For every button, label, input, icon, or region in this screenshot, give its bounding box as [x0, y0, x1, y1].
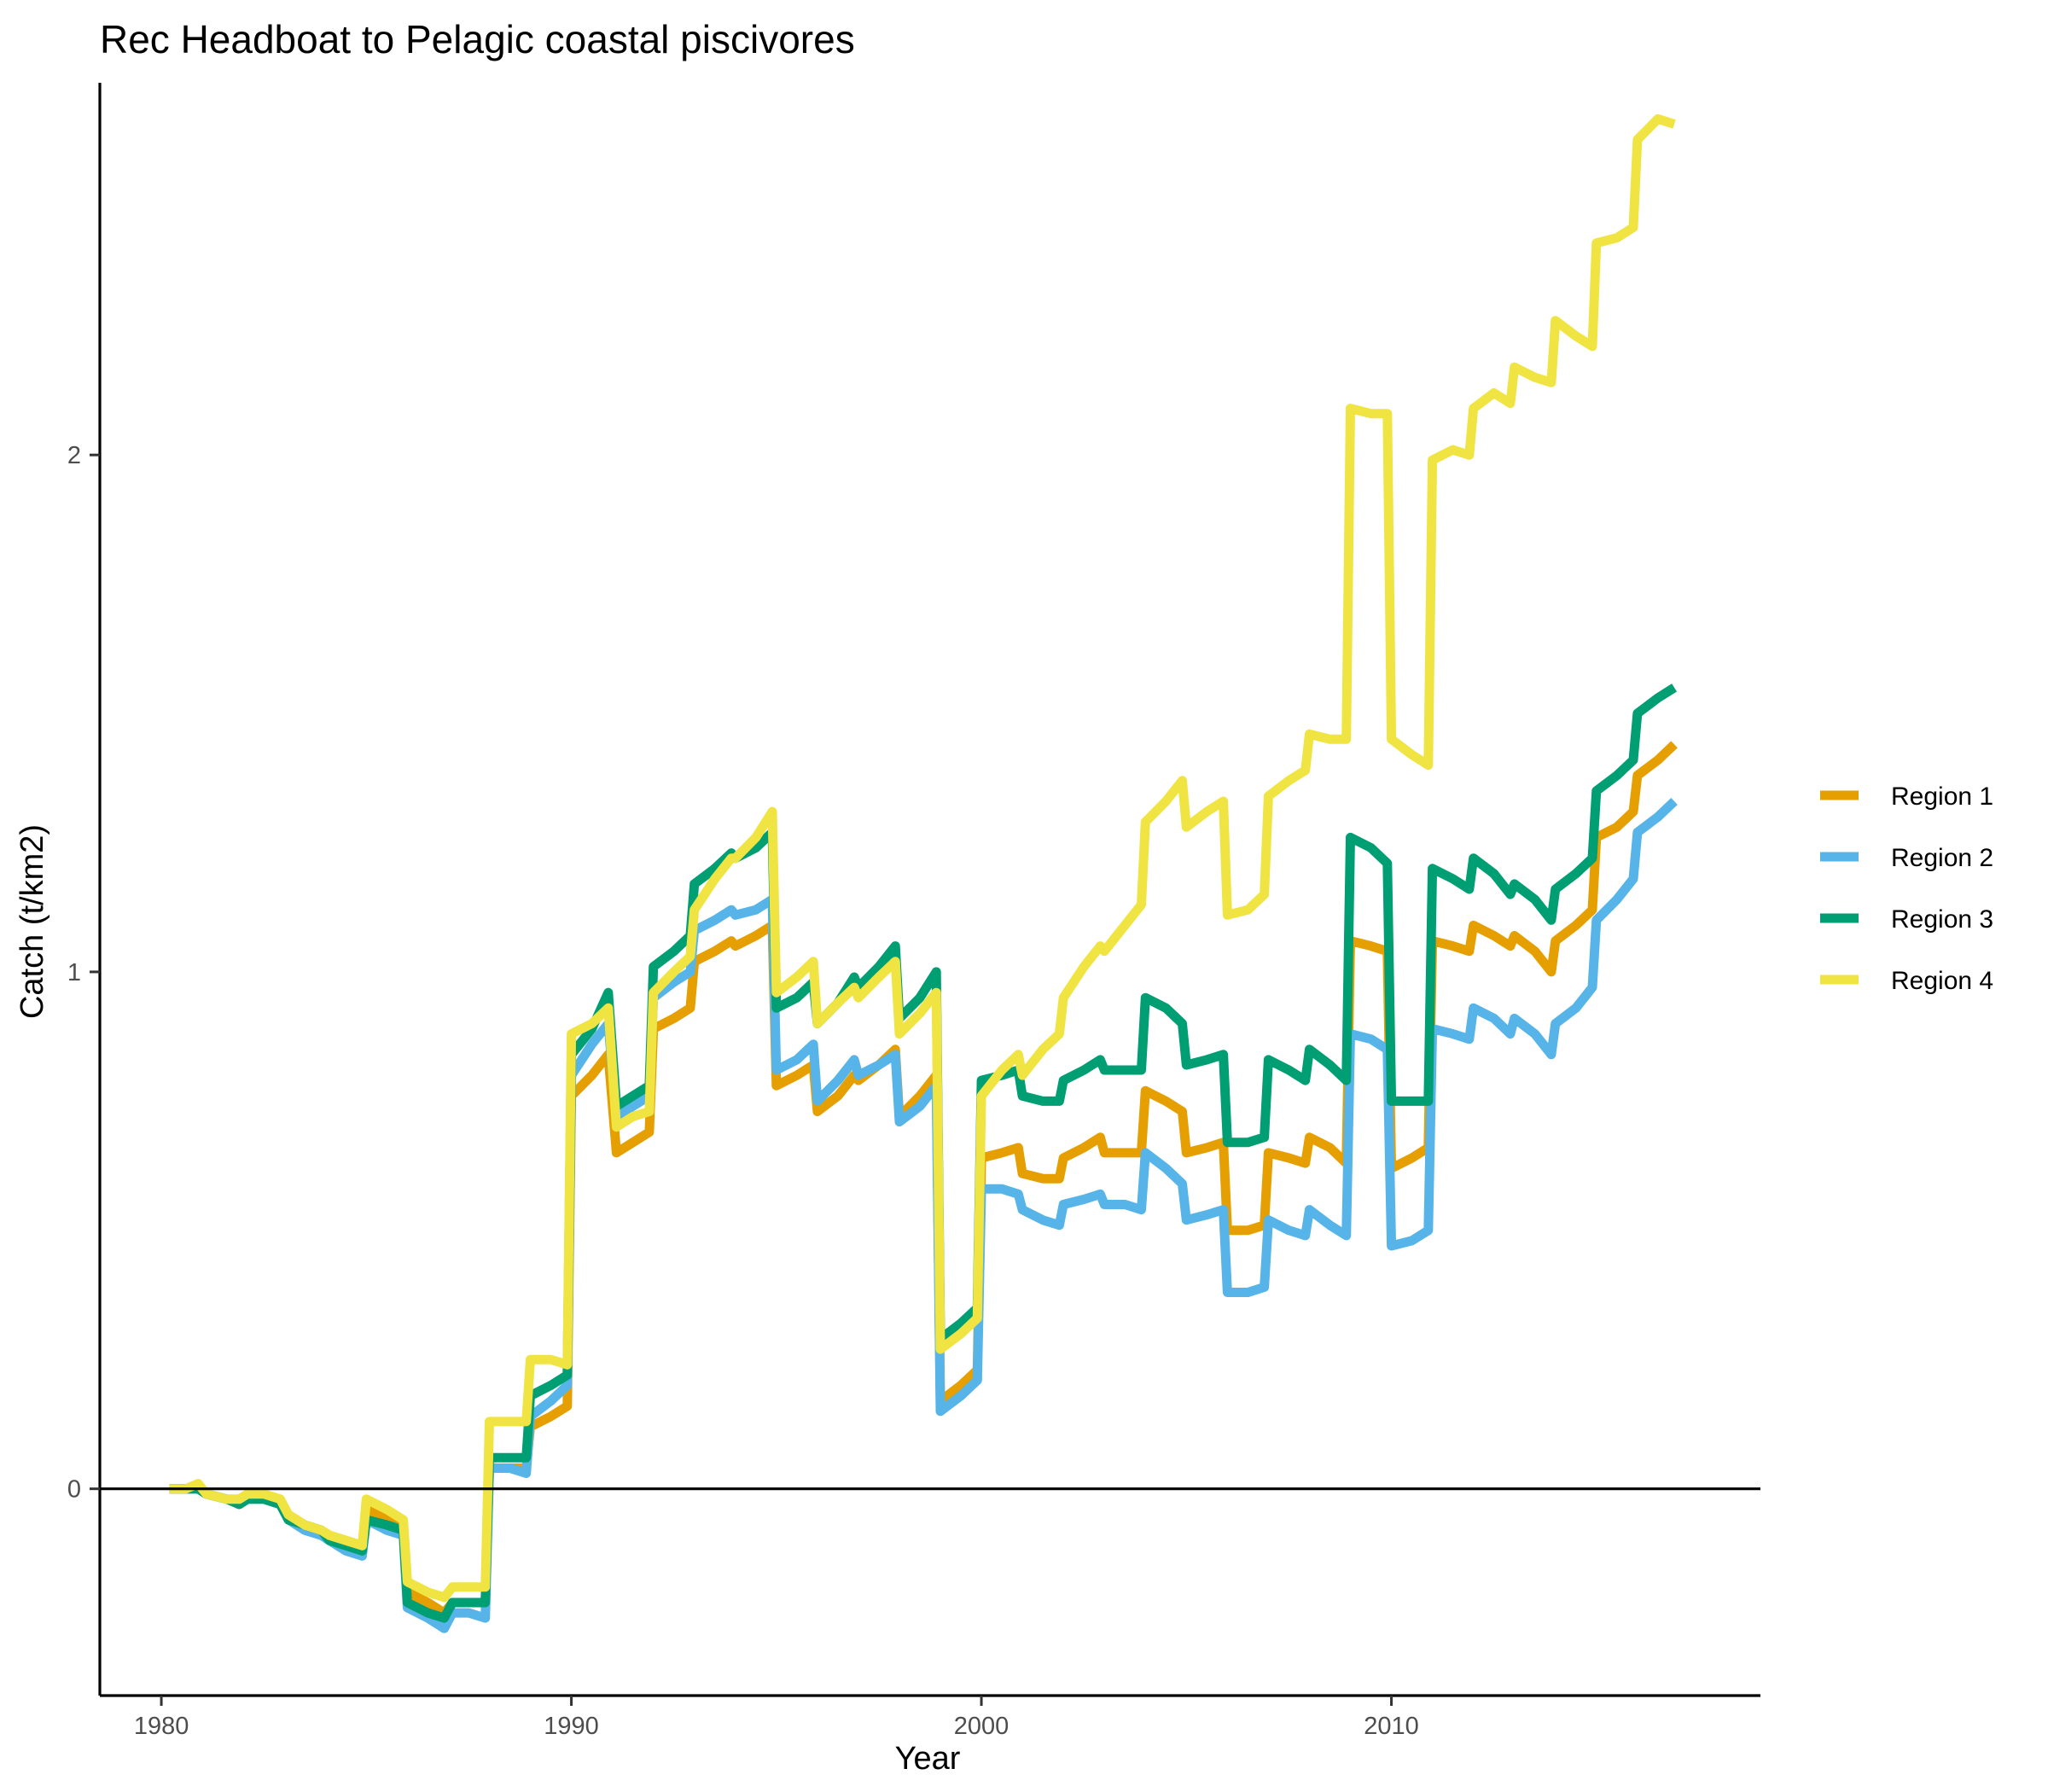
- y-tick-label: 0: [67, 1476, 81, 1504]
- legend: Region 1 Region 2 Region 3 Region 4: [1820, 783, 1993, 995]
- x-axis-title: Year: [895, 1741, 961, 1777]
- plot-area: [100, 113, 1760, 1633]
- x-tick-label: 1990: [544, 1713, 599, 1740]
- legend-label-region-1: Region 1: [1891, 783, 1993, 811]
- series-layer: [169, 113, 1678, 1633]
- x-tick-label: 1980: [134, 1713, 189, 1740]
- y-tick-label: 2: [67, 442, 81, 469]
- legend-label-region-2: Region 2: [1891, 844, 1993, 872]
- y-axis-title: Catch (t/km2): [15, 824, 50, 1019]
- series-line-region-4: [169, 113, 1676, 1603]
- series-line-region-2: [169, 798, 1678, 1633]
- x-tick-label: 2000: [954, 1713, 1009, 1740]
- series-line-region-1: [169, 741, 1678, 1618]
- x-axis-ticks: 1980 1990 2000 2010: [134, 1696, 1419, 1740]
- legend-label-region-4: Region 4: [1891, 967, 1993, 995]
- x-tick-label: 2010: [1364, 1713, 1419, 1740]
- y-tick-label: 1: [67, 959, 81, 986]
- series-line-region-3: [169, 684, 1678, 1623]
- y-axis-ticks: 0 1 2: [67, 442, 100, 1504]
- legend-label-region-3: Region 3: [1891, 905, 1993, 934]
- chart-title: Rec Headboat to Pelagic coastal piscivor…: [100, 17, 855, 61]
